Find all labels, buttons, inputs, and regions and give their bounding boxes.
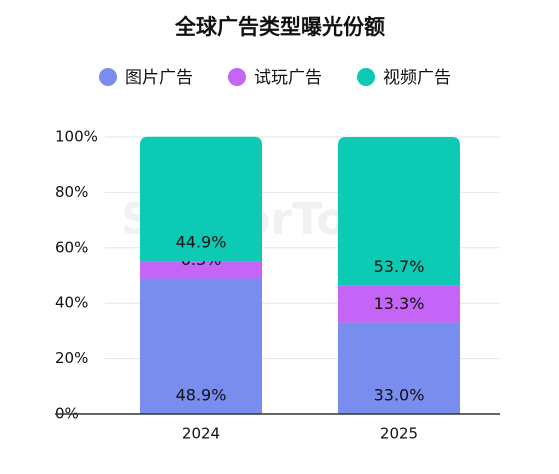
bar-segment <box>338 137 460 286</box>
bar-segment <box>140 261 262 279</box>
value-label: 53.7% <box>374 257 425 276</box>
y-tick-label: 100% <box>55 128 98 146</box>
x-tick-label: 2024 <box>182 425 220 443</box>
value-label: 48.9% <box>176 386 227 405</box>
legend-label: 视频广告 <box>383 68 451 88</box>
y-tick-label: 40% <box>55 294 88 312</box>
y-tick-label: 60% <box>55 238 88 256</box>
legend-marker <box>99 68 117 86</box>
value-label: 44.9% <box>176 233 227 252</box>
value-label: 13.3% <box>374 294 425 313</box>
legend-label: 试玩广告 <box>254 68 322 88</box>
x-tick-label: 2025 <box>380 425 418 443</box>
legend-marker <box>357 68 375 86</box>
legend-marker <box>228 68 246 86</box>
value-label: 33.0% <box>374 386 425 405</box>
bar-segment <box>140 136 262 262</box>
bar-segment <box>338 285 460 323</box>
chart-title: 全球广告类型曝光份额 <box>174 15 385 39</box>
y-tick-label: 20% <box>55 349 88 367</box>
bar-segment <box>338 322 460 414</box>
y-tick-label: 80% <box>55 183 88 201</box>
legend-label: 图片广告 <box>125 68 193 88</box>
bar-segment <box>140 278 262 414</box>
